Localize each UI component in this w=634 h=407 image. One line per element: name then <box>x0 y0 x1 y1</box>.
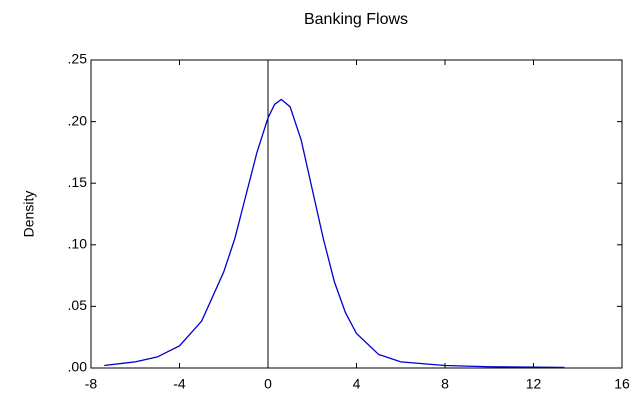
y-tick-label: .20 <box>68 112 88 128</box>
y-tick-label: .15 <box>68 174 88 190</box>
y-tick-label: .25 <box>68 51 88 67</box>
density-line <box>104 98 565 369</box>
y-tick-label: .00 <box>68 359 88 375</box>
x-tick-label: 8 <box>441 376 449 392</box>
y-tick-label: .10 <box>68 236 88 252</box>
x-tick-label: 4 <box>353 376 361 392</box>
y-tick-label: .05 <box>68 297 88 313</box>
x-tick-label: -8 <box>85 376 98 392</box>
x-tick-label: 0 <box>264 376 272 392</box>
y-axis-label: Density <box>21 191 37 238</box>
chart-title: Banking Flows <box>304 11 408 28</box>
x-tick-label: -4 <box>173 376 186 392</box>
plot-frame <box>90 59 623 369</box>
x-tick-label: 16 <box>614 376 630 392</box>
x-tick-label: 12 <box>526 376 542 392</box>
